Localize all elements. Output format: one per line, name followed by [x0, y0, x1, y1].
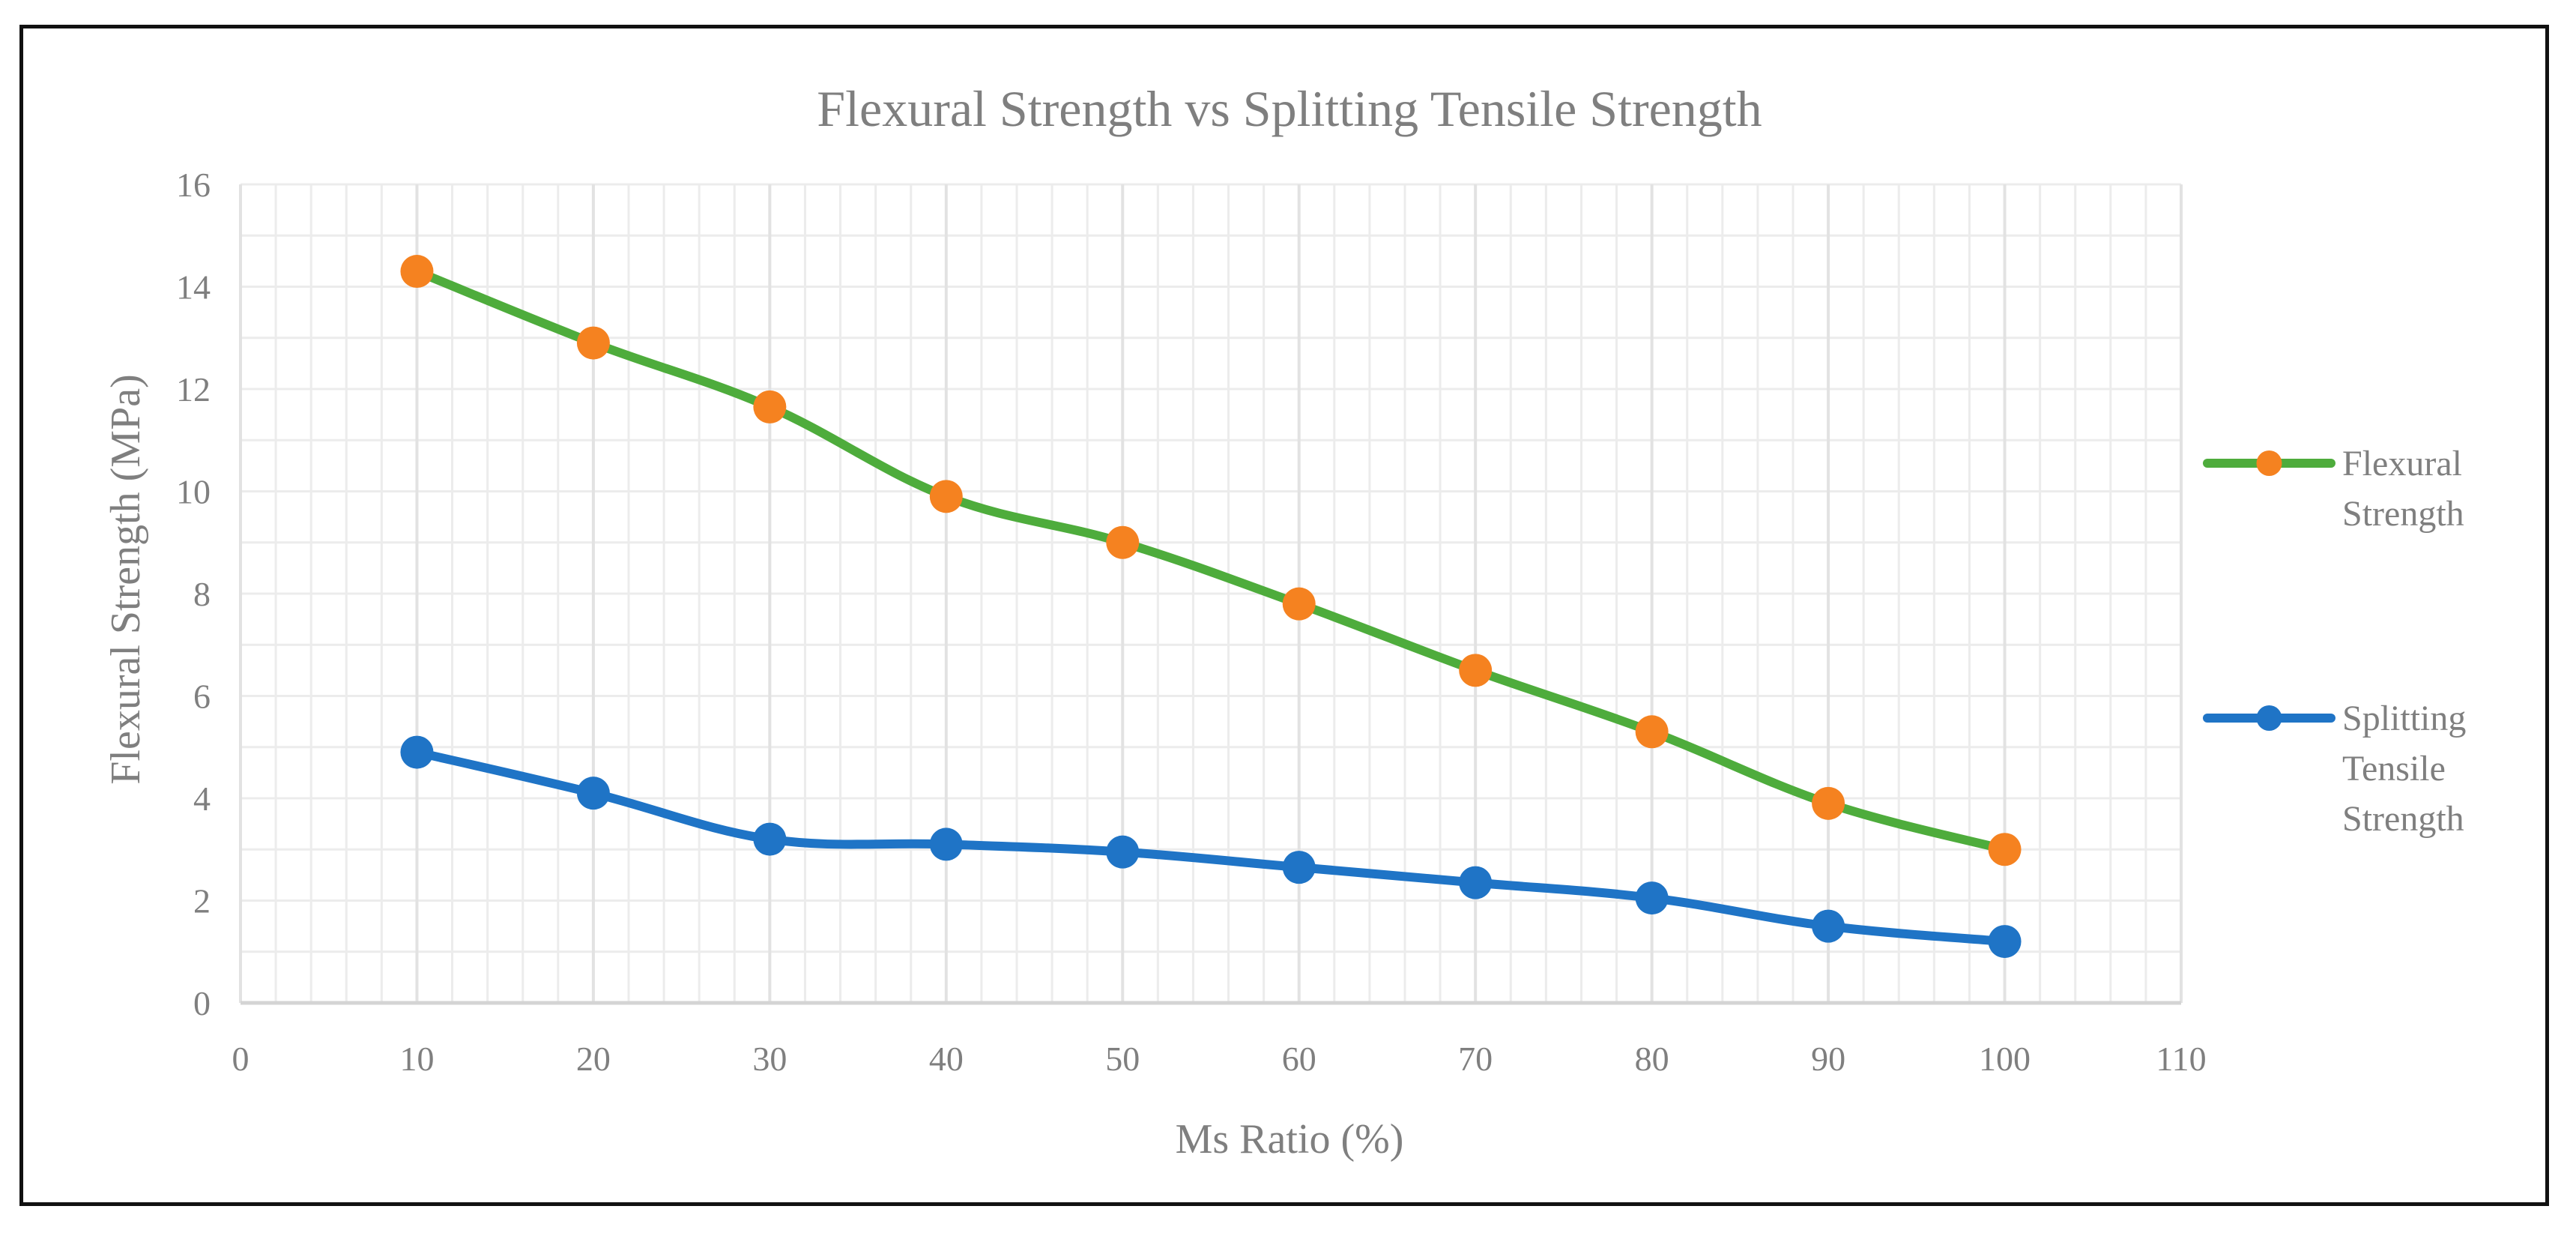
tick-labels: 0 10 20 30 40 50 60 70 80 90 100 110 0 2 4 6 8 10 12 14 16	[176, 166, 2207, 1078]
y-tick-label: 0	[193, 984, 211, 1022]
y-tick-label: 10	[176, 473, 211, 511]
legend-label: Splitting Tensile Strength	[2342, 699, 2466, 839]
y-axis-title: Flexural Strength (MPa)	[103, 374, 149, 784]
series	[400, 255, 2022, 959]
data-point-splitting-tensile-strength	[400, 735, 434, 769]
data-point-splitting-tensile-strength	[576, 777, 610, 810]
y-tick-label: 6	[193, 678, 211, 716]
data-point-splitting-tensile-strength	[1106, 835, 1140, 869]
series-line-splitting-tensile-strength	[412, 747, 2010, 947]
legend-label-line: Flexural	[2342, 444, 2462, 483]
series-flexural-strength	[400, 255, 2022, 866]
data-point-flexural-strength	[1459, 654, 1493, 687]
data-point-flexural-strength	[1812, 786, 1845, 820]
data-point-flexural-strength	[1988, 833, 2022, 866]
series-splitting-tensile-strength	[400, 735, 2022, 959]
x-tick-label: 30	[752, 1040, 787, 1078]
x-tick-label: 10	[399, 1040, 434, 1078]
data-point-flexural-strength	[1106, 525, 1140, 559]
legend-item-splitting-tensile-strength: Splitting Tensile Strength	[2203, 699, 2466, 839]
legend-item-flexural-strength: Flexural Strength	[2203, 444, 2464, 534]
y-tick-label: 8	[193, 575, 211, 613]
x-tick-label: 70	[1458, 1040, 1493, 1078]
x-tick-label: 50	[1105, 1040, 1140, 1078]
x-axis-title: Ms Ratio (%)	[1176, 1116, 1404, 1163]
data-point-splitting-tensile-strength	[1812, 909, 1845, 943]
legend: Flexural Strength Splitting Tensile Strength	[2203, 444, 2466, 839]
data-point-flexural-strength	[576, 326, 610, 360]
x-tick-label: 90	[1811, 1040, 1845, 1078]
x-tick-label: 40	[929, 1040, 964, 1078]
y-tick-label: 2	[193, 882, 211, 920]
x-tick-label: 0	[232, 1040, 250, 1078]
x-tick-label: 110	[2156, 1040, 2206, 1078]
legend-swatch-marker	[2256, 450, 2282, 476]
data-point-splitting-tensile-strength	[1459, 866, 1493, 899]
data-point-flexural-strength	[1282, 587, 1316, 621]
data-point-splitting-tensile-strength	[1635, 881, 1669, 915]
x-tick-label: 100	[1979, 1040, 2031, 1078]
data-point-flexural-strength	[400, 255, 434, 289]
data-point-splitting-tensile-strength	[1282, 851, 1316, 884]
legend-label-line: Tensile	[2342, 749, 2446, 789]
legend-label: Flexural Strength	[2342, 444, 2464, 534]
chart-title: Flexural Strength vs Splitting Tensile S…	[817, 80, 1762, 137]
data-point-splitting-tensile-strength	[929, 827, 963, 861]
x-tick-label: 20	[576, 1040, 611, 1078]
gridlines	[239, 183, 2183, 1004]
x-tick-label: 80	[1635, 1040, 1669, 1078]
legend-swatch-marker	[2256, 705, 2282, 731]
chart: 0 10 20 30 40 50 60 70 80 90 100 110 0 2 4 6 8 10 12 14 16 F…	[103, 80, 2466, 1163]
y-tick-label: 16	[176, 166, 211, 204]
x-tick-label: 60	[1282, 1040, 1316, 1078]
series-line-flexural-strength	[412, 267, 2010, 854]
y-tick-label: 4	[193, 780, 211, 818]
data-point-flexural-strength	[929, 480, 963, 513]
data-point-flexural-strength	[1635, 715, 1669, 749]
legend-label-line: Splitting	[2342, 699, 2466, 738]
chart-frame: 0 10 20 30 40 50 60 70 80 90 100 110 0 2 4 6 8 10 12 14 16 F…	[19, 25, 2549, 1206]
legend-label-line: Strength	[2342, 494, 2464, 534]
legend-label-line: Strength	[2342, 799, 2464, 839]
data-point-flexural-strength	[753, 390, 787, 423]
data-point-splitting-tensile-strength	[1988, 925, 2022, 959]
y-tick-label: 12	[176, 370, 211, 409]
data-point-splitting-tensile-strength	[753, 822, 787, 856]
y-tick-label: 14	[176, 268, 211, 307]
